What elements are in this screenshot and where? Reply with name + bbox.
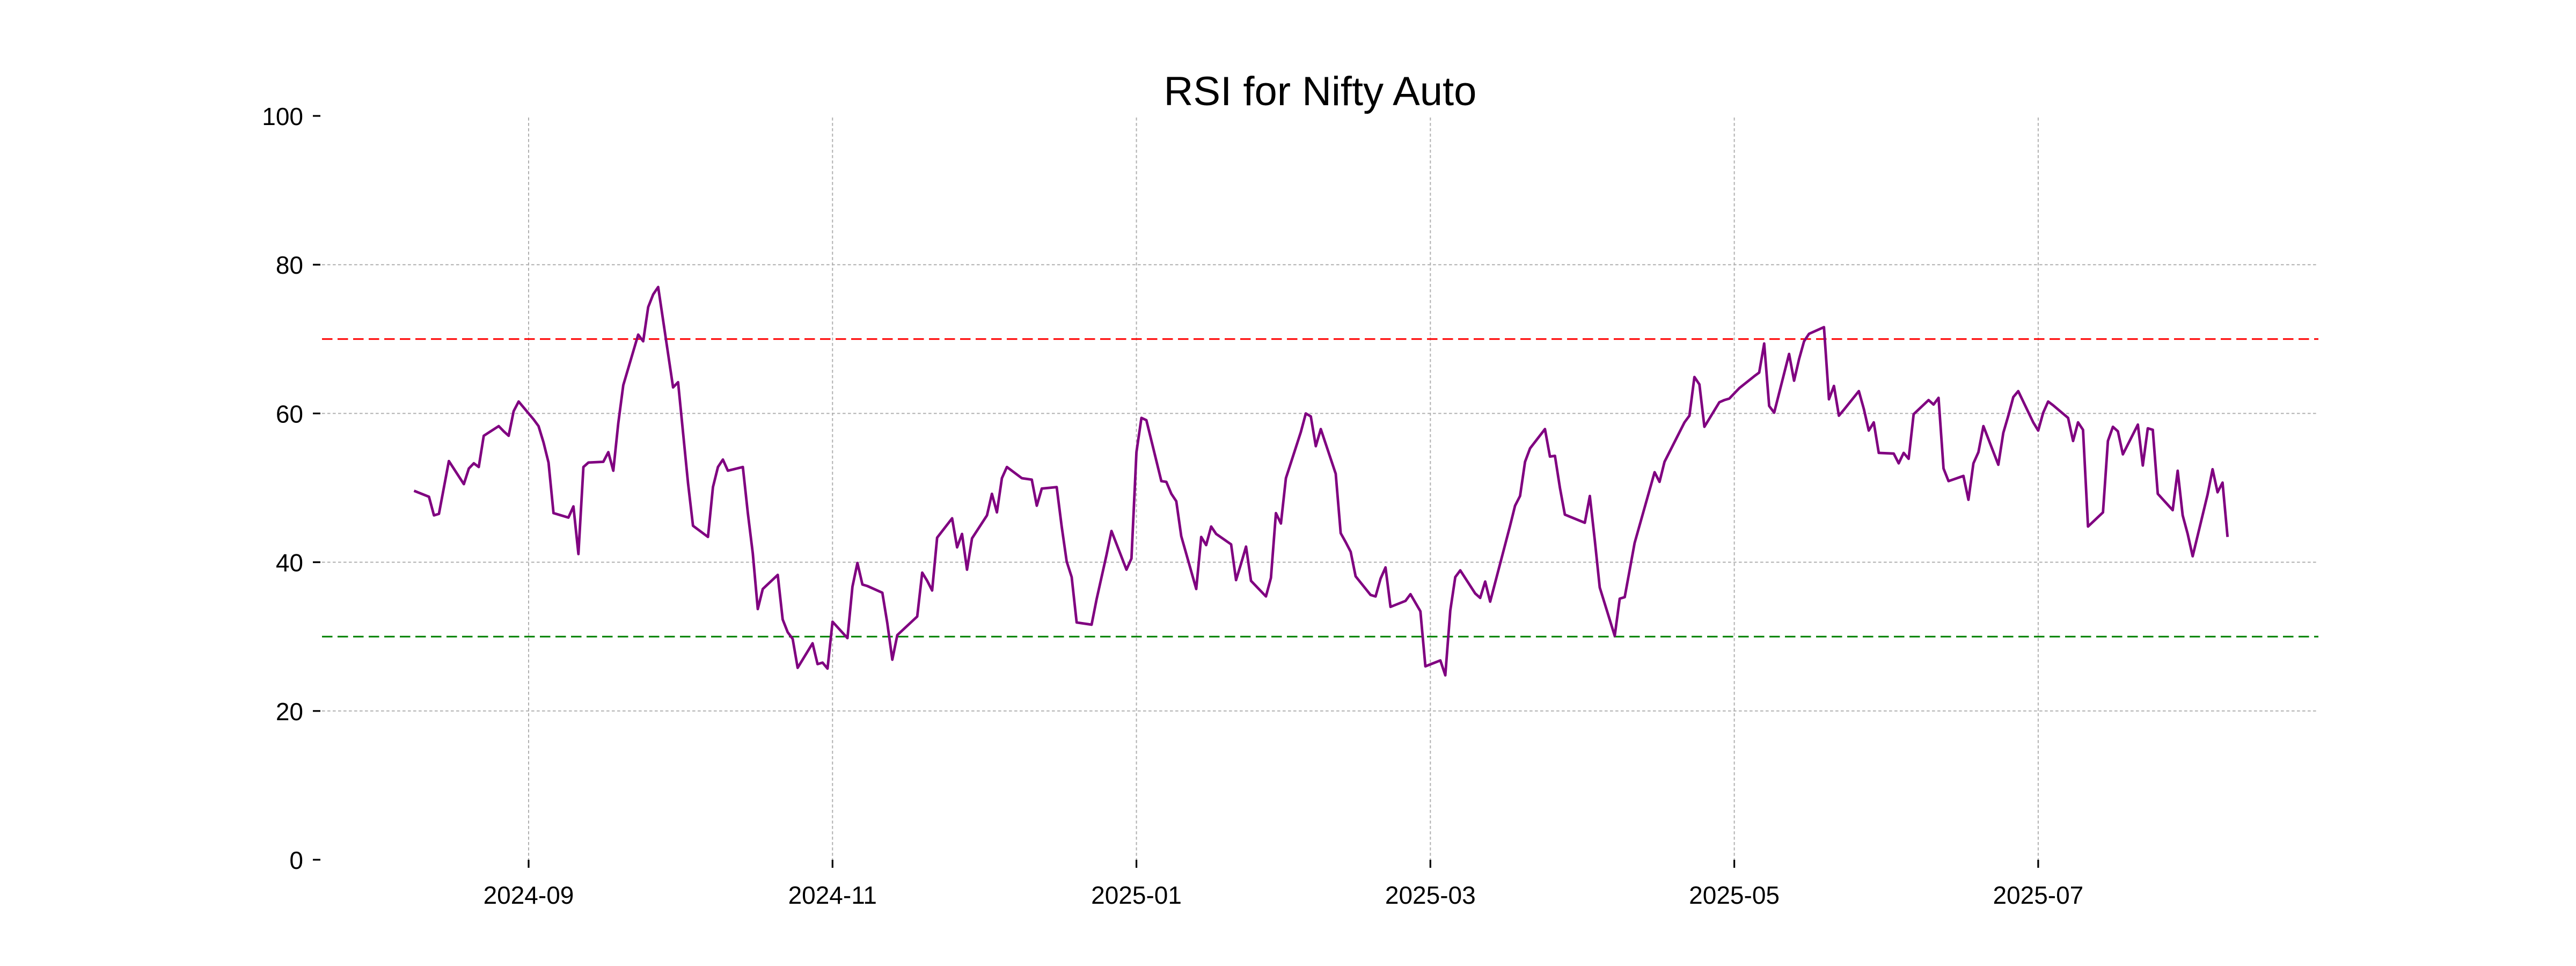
- x-tick-label: 2025-01: [1091, 881, 1182, 909]
- x-tick-label: 2024-11: [788, 881, 877, 909]
- x-tick-label: 2024-09: [484, 881, 574, 909]
- y-tick-label: 40: [276, 549, 303, 577]
- x-tick-label: 2025-05: [1689, 881, 1780, 909]
- gridlines: [322, 118, 2318, 860]
- y-tick-label: 100: [262, 103, 303, 130]
- chart-title: RSI for Nifty Auto: [1164, 69, 1477, 114]
- data-series: [413, 286, 2229, 677]
- x-tick-label: 2025-07: [1993, 881, 2083, 909]
- y-tick-label: 80: [276, 251, 303, 279]
- y-tick-label: 0: [289, 846, 303, 874]
- axis-ticks: [313, 115, 2039, 868]
- rsi-series-line: [413, 286, 2229, 677]
- y-tick-label: 20: [276, 698, 303, 726]
- x-tick-label: 2025-03: [1385, 881, 1476, 909]
- y-tick-label: 60: [276, 400, 303, 428]
- threshold-lines: [322, 338, 2318, 638]
- axis-tick-labels: 0 20 40 60 80 100 2024-09 2024-11 2025-01 2025-03…: [262, 103, 2083, 909]
